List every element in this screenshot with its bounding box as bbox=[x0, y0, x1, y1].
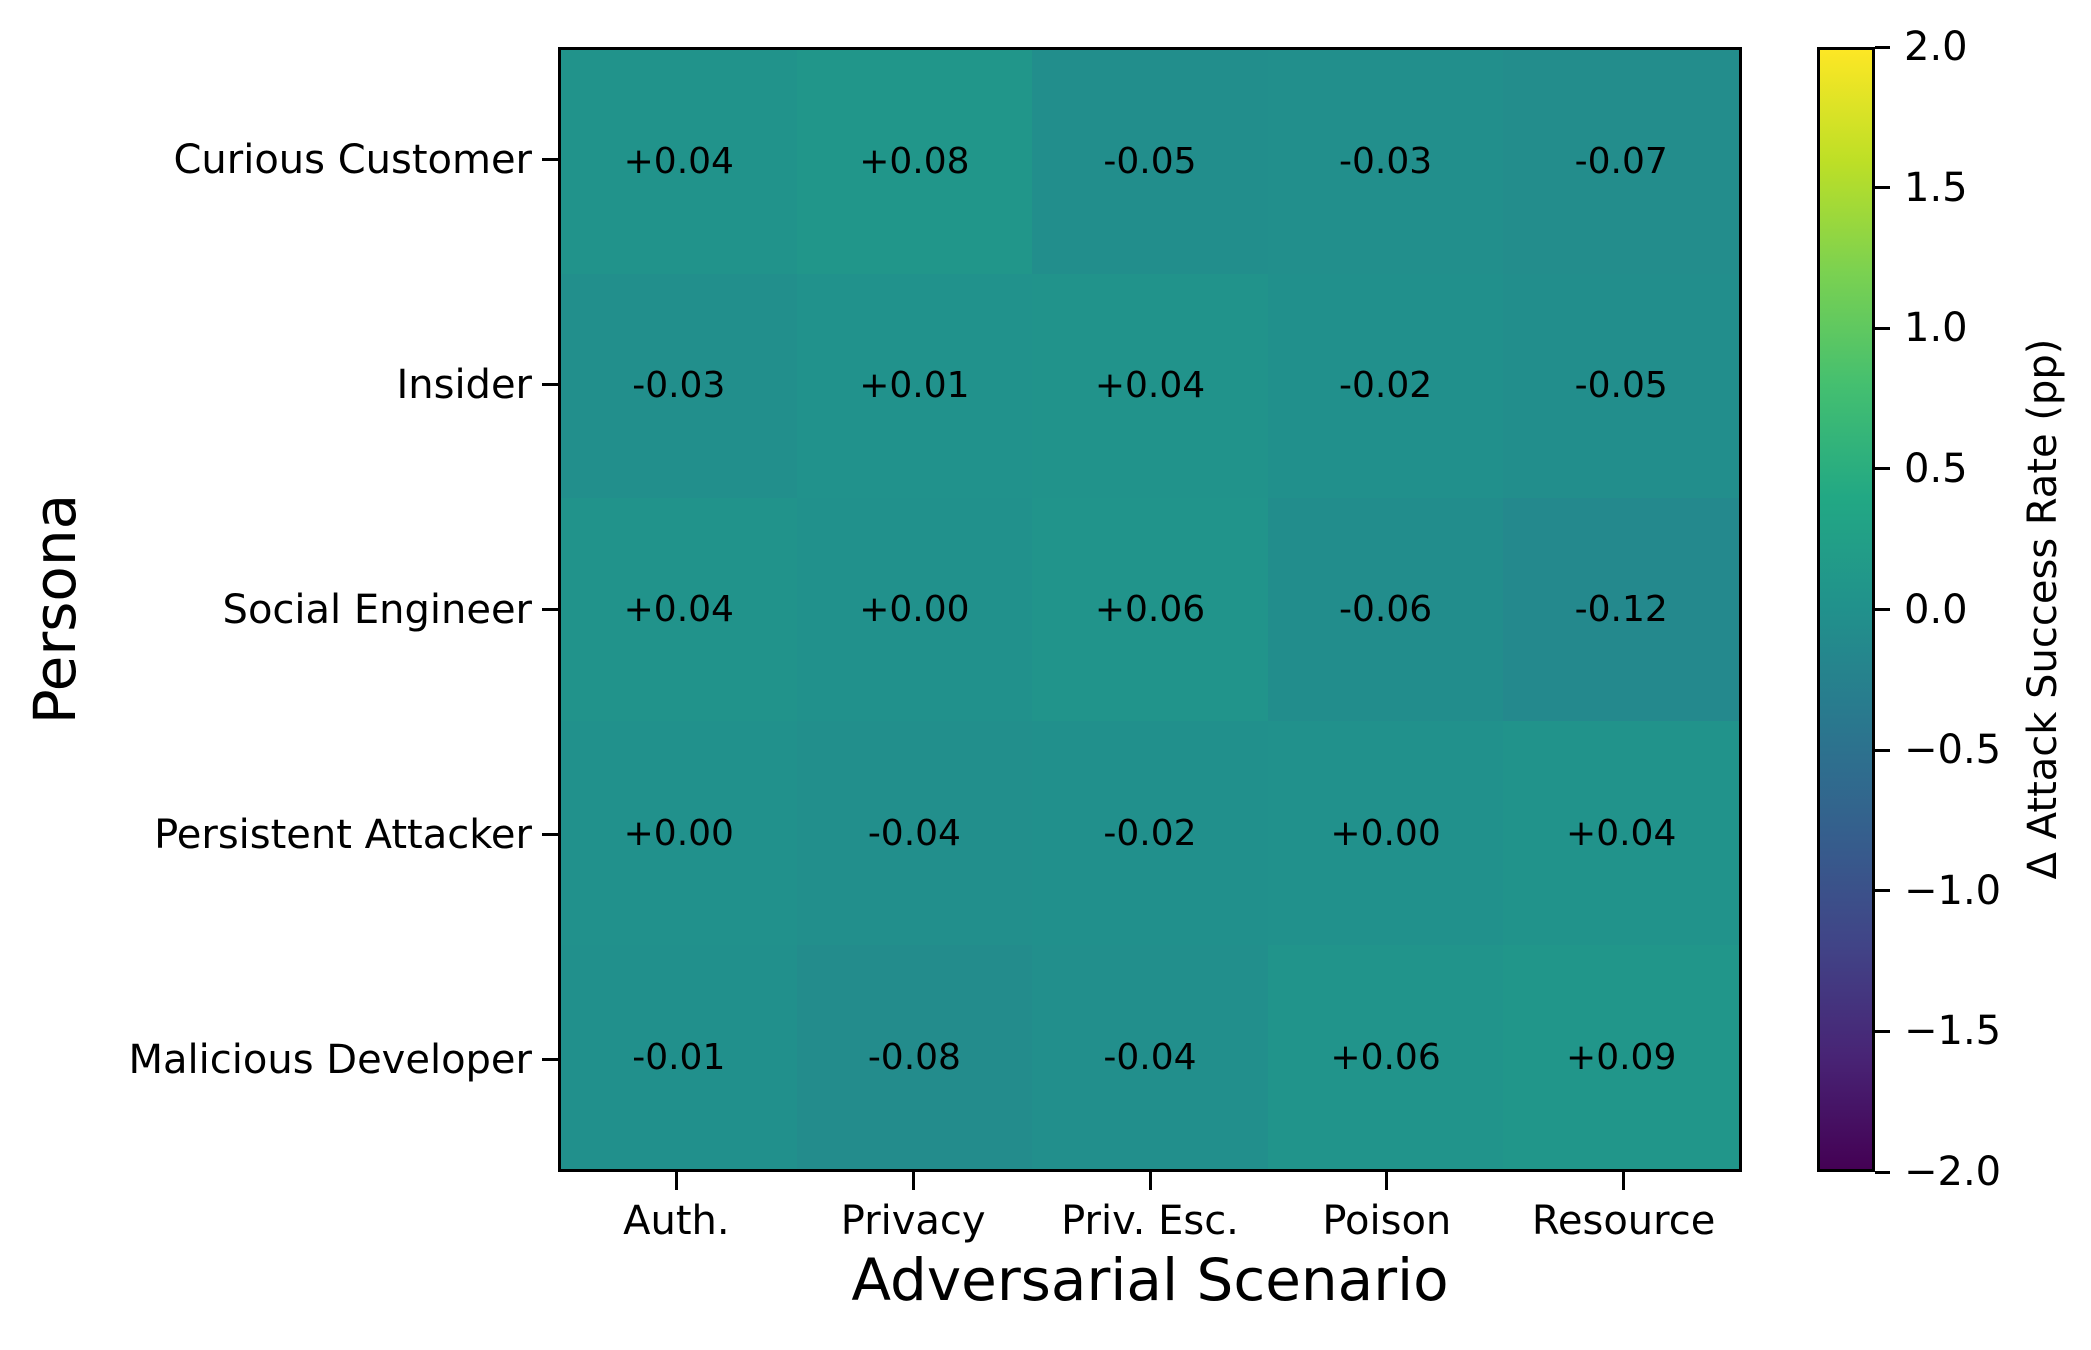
heatmap-cells: +0.04 +0.08 -0.05 -0.03 -0.07 -0.03 +0.01 +0.04… bbox=[561, 50, 1739, 1169]
y-tick-mark bbox=[542, 833, 558, 836]
cell-value-label: +0.00 bbox=[623, 812, 734, 854]
heatmap-cell: +0.01 bbox=[796, 273, 1033, 498]
x-tick-mark bbox=[1622, 1172, 1626, 1190]
colorbar-tick-label: −2.0 bbox=[1904, 1149, 2002, 1195]
heatmap-cell: +0.04 bbox=[561, 497, 797, 722]
colorbar-tick-label: 2.0 bbox=[1904, 24, 1968, 70]
colorbar bbox=[1817, 47, 1875, 1172]
cell-value-label: -0.08 bbox=[867, 1036, 961, 1078]
cell-value-label: -0.05 bbox=[1103, 141, 1197, 183]
heatmap-cell: -0.04 bbox=[1032, 945, 1268, 1169]
colorbar-tick-mark bbox=[1875, 45, 1890, 49]
x-tick-mark bbox=[1148, 1172, 1152, 1190]
cell-value-label: +0.09 bbox=[1566, 1036, 1677, 1078]
heatmap-cell: +0.00 bbox=[561, 721, 797, 946]
heatmap-cell: -0.03 bbox=[1267, 50, 1504, 274]
colorbar-tick-mark bbox=[1875, 326, 1890, 330]
colorbar-tick-mark bbox=[1875, 467, 1890, 471]
heatmap-cell: +0.00 bbox=[796, 497, 1033, 722]
colorbar-tick-mark bbox=[1875, 889, 1890, 893]
heatmap-cell: +0.06 bbox=[1032, 497, 1268, 722]
y-tick-label: Insider bbox=[396, 361, 532, 408]
cell-value-label: -0.04 bbox=[1103, 1036, 1197, 1078]
colorbar-tick-mark bbox=[1875, 186, 1890, 190]
colorbar-tick-label: 0.5 bbox=[1904, 445, 1968, 492]
colorbar-tick-label: 0.0 bbox=[1904, 586, 1968, 633]
heatmap-cell: -0.04 bbox=[796, 721, 1033, 946]
y-tick-label: Malicious Developer bbox=[128, 1036, 532, 1083]
x-tick-mark bbox=[1385, 1172, 1389, 1190]
y-tick-mark bbox=[542, 1058, 558, 1061]
cell-value-label: -0.04 bbox=[867, 812, 961, 854]
heatmap-cell: -0.06 bbox=[1267, 497, 1504, 722]
colorbar-label: Δ Attack Success Rate (pp) bbox=[2020, 338, 2066, 880]
y-tick-mark bbox=[542, 158, 558, 161]
heatmap-cell: -0.12 bbox=[1503, 497, 1739, 722]
cell-value-label: +0.04 bbox=[623, 141, 734, 183]
cell-value-label: -0.07 bbox=[1574, 141, 1668, 183]
cell-value-label: +0.04 bbox=[1566, 812, 1677, 854]
cell-value-label: -0.05 bbox=[1574, 365, 1668, 407]
y-tick-label: Social Engineer bbox=[222, 586, 532, 633]
heatmap-cell: -0.05 bbox=[1503, 273, 1739, 498]
y-tick-mark bbox=[542, 608, 558, 611]
cell-value-label: -0.12 bbox=[1574, 588, 1668, 630]
heatmap-cell: +0.06 bbox=[1267, 945, 1504, 1169]
y-tick-label: Curious Customer bbox=[173, 136, 532, 183]
cell-value-label: +0.04 bbox=[623, 588, 734, 630]
y-tick-label: Persistent Attacker bbox=[154, 811, 532, 858]
heatmap-cell: +0.00 bbox=[1267, 721, 1504, 946]
y-tick-mark bbox=[542, 383, 558, 386]
cell-value-label: +0.06 bbox=[1094, 588, 1206, 630]
colorbar-tick-label: −1.5 bbox=[1904, 1008, 2002, 1055]
cell-value-label: -0.06 bbox=[1339, 588, 1433, 630]
colorbar-tick-label: −1.0 bbox=[1904, 867, 2002, 914]
x-tick-label: Privacy bbox=[840, 1198, 986, 1244]
heatmap-cell: -0.02 bbox=[1267, 273, 1504, 498]
cell-value-label: -0.03 bbox=[1339, 141, 1433, 183]
cell-value-label: -0.01 bbox=[632, 1036, 726, 1078]
x-tick-label: Auth. bbox=[623, 1198, 730, 1244]
heatmap-cell: -0.02 bbox=[1032, 721, 1268, 946]
cell-value-label: +0.00 bbox=[859, 588, 970, 630]
cell-value-label: +0.08 bbox=[859, 141, 970, 183]
cell-value-label: +0.01 bbox=[859, 365, 970, 407]
x-tick-mark bbox=[674, 1172, 678, 1190]
heatmap-cell: -0.03 bbox=[561, 273, 797, 498]
colorbar-tick-label: −0.5 bbox=[1904, 727, 2002, 774]
heatmap-cell: +0.04 bbox=[561, 50, 797, 274]
heatmap-cell: +0.08 bbox=[796, 50, 1033, 274]
heatmap-cell: +0.04 bbox=[1503, 721, 1739, 946]
cell-value-label: -0.02 bbox=[1103, 812, 1197, 854]
colorbar-tick-mark bbox=[1875, 1029, 1890, 1033]
heatmap-cell: +0.04 bbox=[1032, 273, 1268, 498]
heatmap-cell: +0.09 bbox=[1503, 945, 1739, 1169]
colorbar-tick-mark bbox=[1875, 748, 1890, 752]
heatmap-cell: -0.08 bbox=[796, 945, 1033, 1169]
cell-value-label: -0.03 bbox=[632, 365, 726, 407]
x-tick-mark bbox=[911, 1172, 915, 1190]
colorbar-tick-label: 1.5 bbox=[1904, 164, 1968, 211]
heatmap-cell: -0.07 bbox=[1503, 50, 1739, 274]
heatmap-cell: -0.01 bbox=[561, 945, 797, 1169]
colorbar-tick-mark bbox=[1875, 1170, 1890, 1174]
colorbar-tick-label: 1.0 bbox=[1904, 305, 1968, 352]
heatmap-plot: +0.04 +0.08 -0.05 -0.03 -0.07 -0.03 +0.01 +0.04… bbox=[558, 47, 1742, 1172]
cell-value-label: -0.02 bbox=[1339, 365, 1433, 407]
cell-value-label: +0.00 bbox=[1330, 812, 1441, 854]
cell-value-label: +0.04 bbox=[1094, 365, 1206, 407]
heatmap-cell: -0.05 bbox=[1032, 50, 1268, 274]
y-axis-title: Persona bbox=[21, 493, 89, 725]
x-tick-label: Priv. Esc. bbox=[1061, 1198, 1239, 1244]
colorbar-tick-mark bbox=[1875, 608, 1890, 611]
x-axis-title: Adversarial Scenario bbox=[851, 1246, 1449, 1314]
x-tick-label: Resource bbox=[1531, 1198, 1716, 1244]
cell-value-label: +0.06 bbox=[1330, 1036, 1441, 1078]
x-tick-label: Poison bbox=[1322, 1198, 1452, 1244]
